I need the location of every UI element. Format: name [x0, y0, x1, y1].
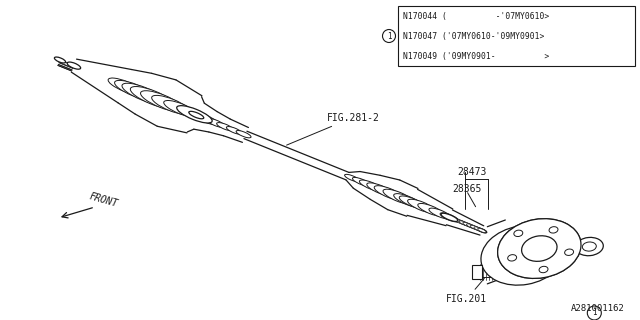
Ellipse shape: [467, 224, 475, 228]
Ellipse shape: [441, 213, 458, 221]
Text: FIG.281-2: FIG.281-2: [287, 113, 380, 145]
Bar: [398, 6, 635, 66]
Ellipse shape: [470, 225, 479, 229]
Ellipse shape: [399, 196, 426, 209]
Ellipse shape: [466, 223, 476, 229]
Ellipse shape: [207, 118, 225, 127]
Ellipse shape: [508, 255, 516, 261]
Ellipse shape: [374, 186, 404, 200]
Ellipse shape: [514, 230, 523, 236]
Ellipse shape: [440, 213, 459, 222]
Ellipse shape: [227, 126, 243, 134]
Text: 28365: 28365: [452, 184, 482, 194]
Ellipse shape: [189, 111, 204, 119]
Ellipse shape: [477, 228, 486, 233]
Ellipse shape: [549, 227, 558, 233]
Ellipse shape: [367, 183, 393, 196]
Text: 1: 1: [592, 308, 596, 317]
Ellipse shape: [217, 123, 234, 131]
Ellipse shape: [473, 227, 483, 232]
Ellipse shape: [115, 80, 154, 100]
Ellipse shape: [141, 91, 184, 112]
Ellipse shape: [344, 174, 360, 182]
Ellipse shape: [394, 194, 422, 207]
Ellipse shape: [353, 177, 370, 186]
Ellipse shape: [444, 215, 454, 220]
Ellipse shape: [582, 242, 596, 251]
Ellipse shape: [508, 255, 516, 261]
Ellipse shape: [131, 86, 175, 108]
Ellipse shape: [539, 266, 548, 273]
Ellipse shape: [455, 219, 465, 224]
Ellipse shape: [164, 100, 197, 117]
Ellipse shape: [549, 227, 558, 233]
Bar: [472, 265, 482, 279]
Ellipse shape: [522, 236, 557, 261]
Text: 1: 1: [387, 31, 391, 41]
Ellipse shape: [195, 114, 218, 125]
Ellipse shape: [564, 249, 573, 255]
Ellipse shape: [470, 225, 480, 230]
Ellipse shape: [463, 222, 471, 227]
Text: N170044 (          -'07MY0610>: N170044 ( -'07MY0610>: [403, 12, 549, 20]
Ellipse shape: [451, 218, 462, 223]
Ellipse shape: [152, 95, 191, 115]
Text: 28473: 28473: [458, 167, 487, 177]
Ellipse shape: [122, 83, 165, 104]
Ellipse shape: [539, 266, 548, 273]
Text: N170047 ('07MY0610-'09MY0901>: N170047 ('07MY0610-'09MY0901>: [403, 31, 545, 41]
Ellipse shape: [498, 219, 581, 278]
Ellipse shape: [477, 228, 487, 233]
Ellipse shape: [67, 62, 81, 69]
Circle shape: [383, 29, 396, 43]
Ellipse shape: [477, 228, 486, 233]
Ellipse shape: [522, 236, 557, 261]
Ellipse shape: [408, 199, 436, 213]
Ellipse shape: [418, 204, 444, 216]
Ellipse shape: [429, 208, 451, 219]
Ellipse shape: [564, 249, 573, 255]
Ellipse shape: [575, 237, 604, 256]
Ellipse shape: [383, 189, 414, 204]
Text: N170049 ('09MY0901-          >: N170049 ('09MY0901- >: [403, 52, 549, 60]
Ellipse shape: [514, 230, 523, 236]
Ellipse shape: [360, 180, 382, 191]
Ellipse shape: [459, 221, 468, 225]
Ellipse shape: [108, 78, 141, 94]
Ellipse shape: [474, 227, 483, 231]
Ellipse shape: [54, 57, 66, 63]
Ellipse shape: [462, 222, 472, 227]
Ellipse shape: [459, 220, 469, 226]
Ellipse shape: [177, 106, 212, 123]
Text: FRONT: FRONT: [88, 191, 119, 209]
Text: A281001162: A281001162: [572, 304, 625, 313]
Circle shape: [588, 306, 602, 320]
Ellipse shape: [498, 219, 581, 278]
Ellipse shape: [481, 226, 564, 285]
Text: FIG.201: FIG.201: [446, 278, 487, 304]
Ellipse shape: [448, 216, 458, 221]
Ellipse shape: [183, 108, 211, 122]
Ellipse shape: [236, 131, 251, 138]
